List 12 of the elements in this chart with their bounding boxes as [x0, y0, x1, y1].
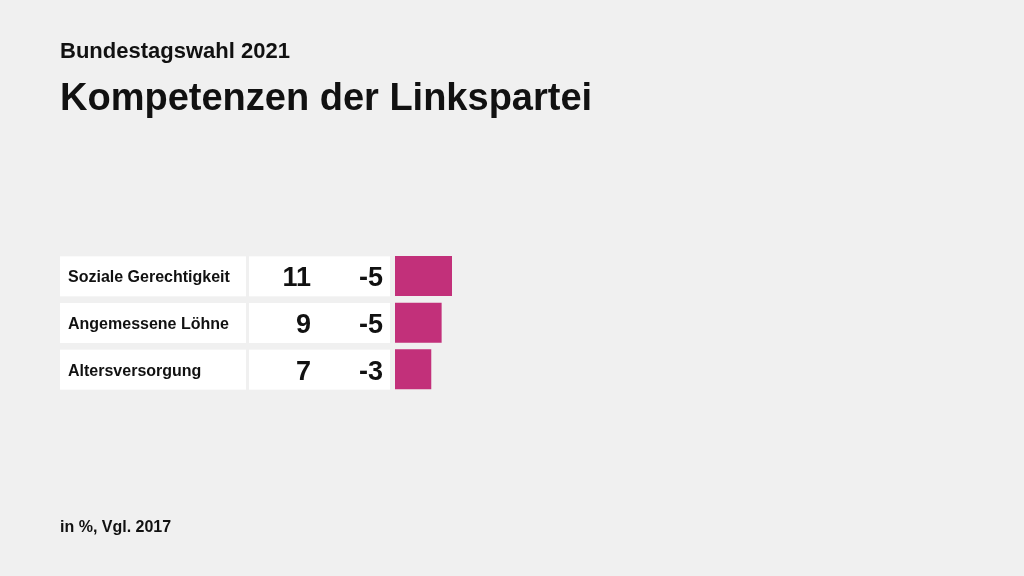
data-label: 7: [295, 355, 311, 386]
data-label: 11: [282, 262, 311, 293]
y-tick-label: Altersversorgung: [68, 361, 202, 379]
text: Bundestagswahl 2021: [60, 38, 290, 64]
text: in %, Vgl. 2017: [60, 518, 172, 536]
text: -5: [358, 262, 383, 293]
text: -5: [358, 309, 383, 339]
y-tick-label: Angemessene Löhne: [68, 315, 230, 332]
text: -3: [358, 355, 383, 386]
y-tick-label: Soziale Gerechtigkeit: [68, 268, 231, 286]
data-label: 9: [295, 309, 311, 339]
chart-title: Kompetenzen der Linkspartei: [60, 76, 593, 119]
